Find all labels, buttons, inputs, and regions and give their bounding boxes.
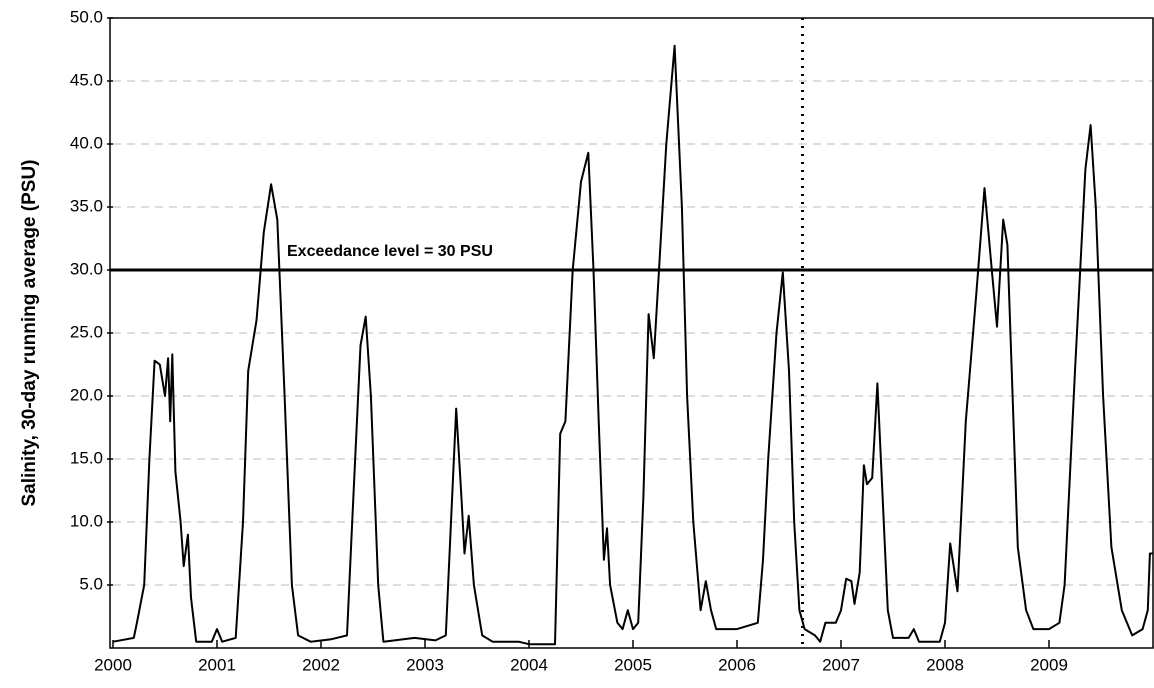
y-tick-label: 40.0 bbox=[70, 133, 103, 152]
x-tick-label: 2002 bbox=[302, 655, 340, 674]
y-tick-label: 35.0 bbox=[70, 196, 103, 215]
x-tick-label: 2000 bbox=[94, 655, 132, 674]
y-tick-label: 10.0 bbox=[70, 511, 103, 530]
annotation: Exceedance level = 30 PSU bbox=[287, 243, 493, 260]
y-tick-label: 15.0 bbox=[70, 448, 103, 467]
y-tick-label: 30.0 bbox=[70, 259, 103, 278]
x-tick-label: 2005 bbox=[614, 655, 652, 674]
x-tick-label: 2004 bbox=[510, 655, 548, 674]
plot-frame bbox=[109, 17, 1154, 649]
x-tick-label: 2006 bbox=[718, 655, 756, 674]
x-tick-label: 2007 bbox=[822, 655, 860, 674]
y-tick-label: 50.0 bbox=[70, 7, 103, 26]
y-tick-label: 5.0 bbox=[79, 574, 103, 593]
x-tick-label: 2001 bbox=[198, 655, 236, 674]
x-tick-label: 2003 bbox=[406, 655, 444, 674]
y-axis-label: Salinity, 30-day running average (PSU) bbox=[19, 159, 40, 506]
x-tick-label: 2008 bbox=[926, 655, 964, 674]
y-tick-label: 25.0 bbox=[70, 322, 103, 341]
y-tick-label: 45.0 bbox=[70, 70, 103, 89]
data-line bbox=[112, 44, 1153, 646]
x-tick-label: 2009 bbox=[1030, 655, 1068, 674]
y-tick-label: 20.0 bbox=[70, 385, 103, 404]
